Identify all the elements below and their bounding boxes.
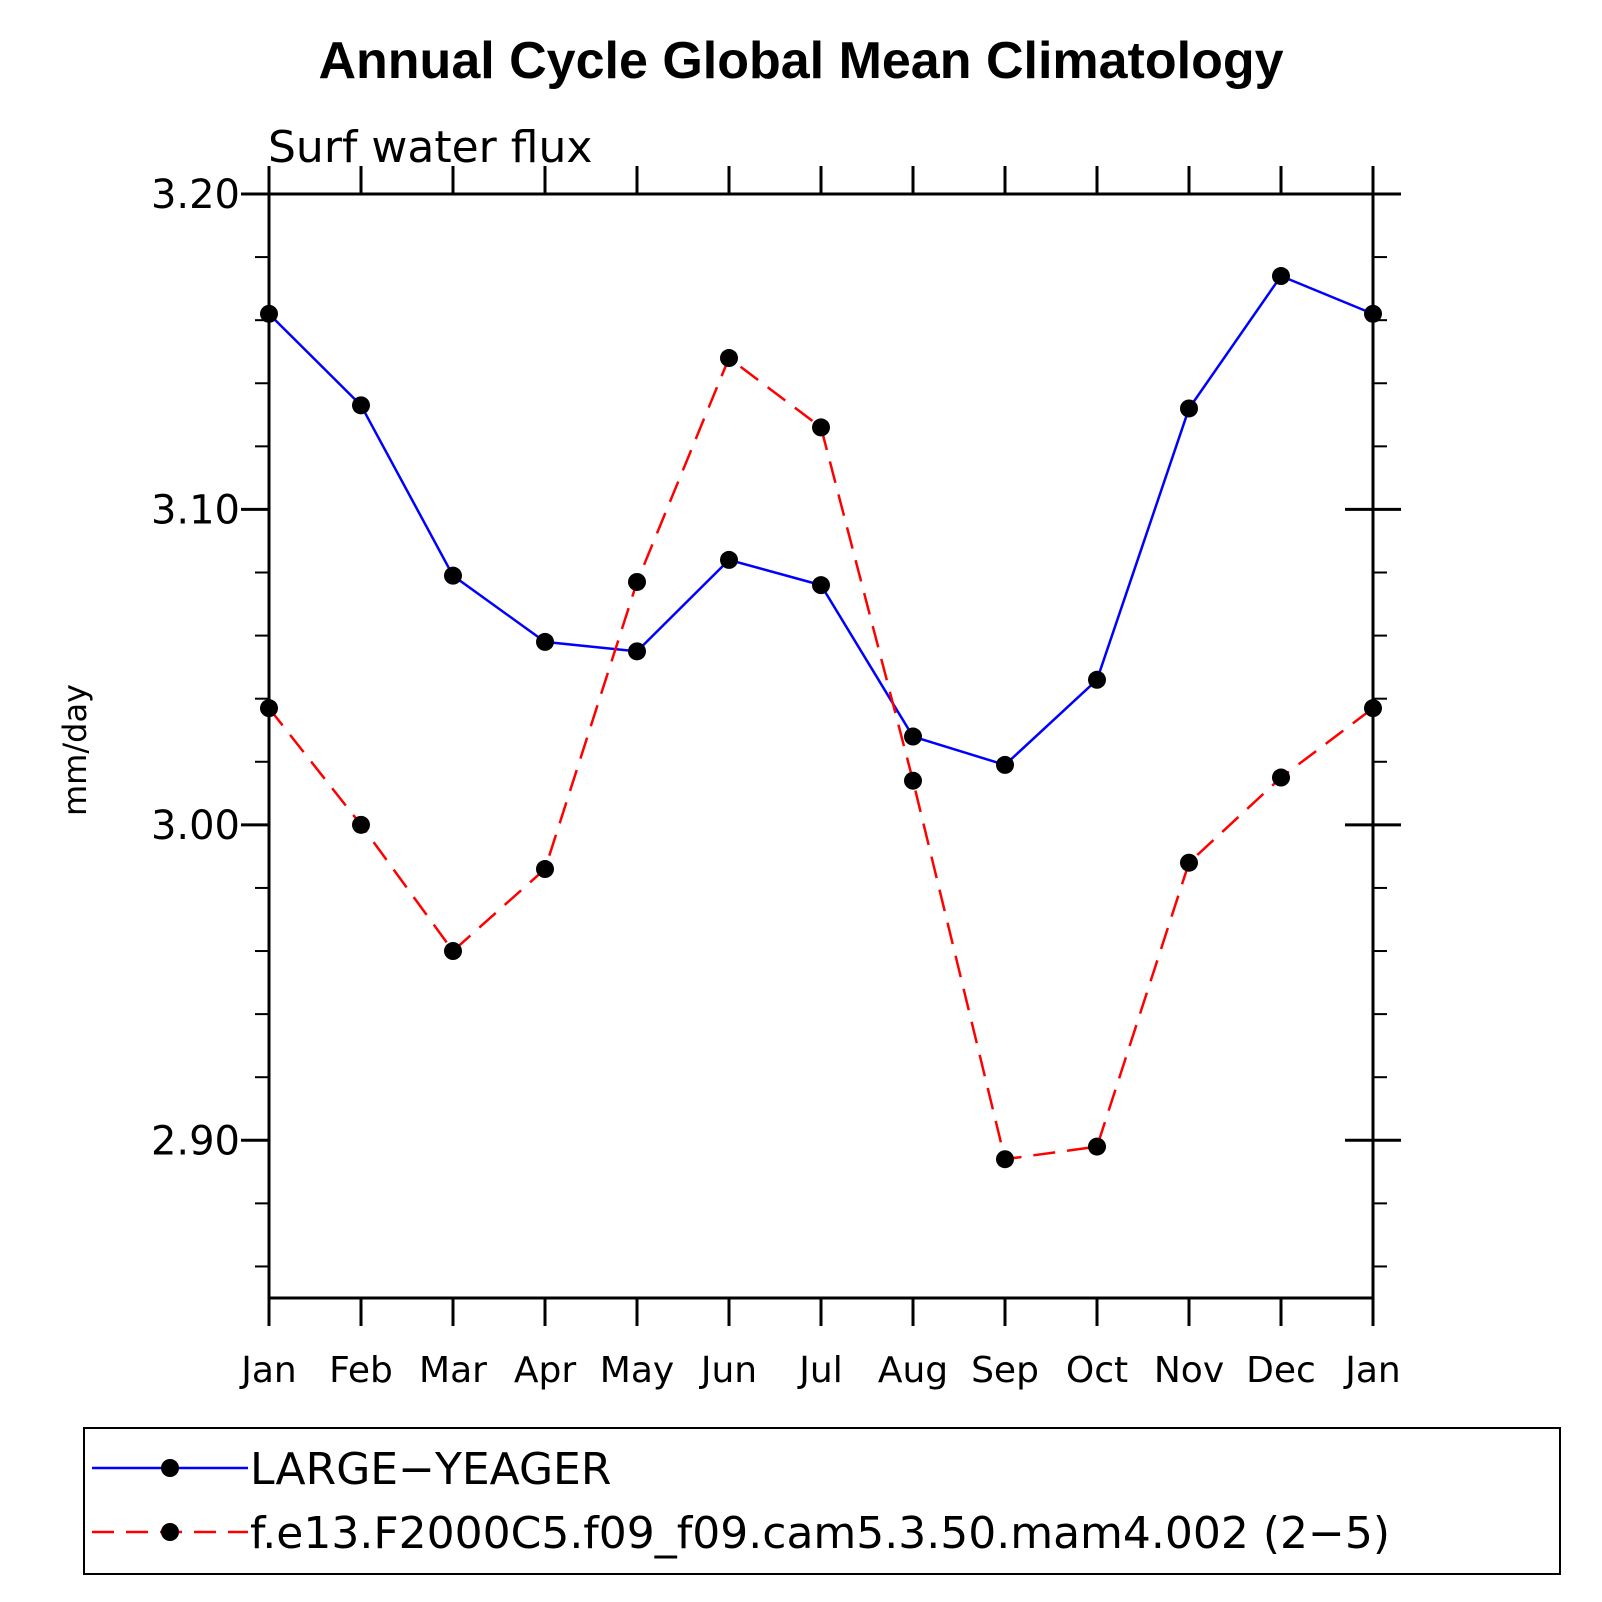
x-tick-labels: Jan Feb Mar Apr May Jun Jul Aug Sep Oct Nov Dec Jan: [239, 1350, 1401, 1391]
data-point-series-1: [352, 396, 370, 415]
x-tick-label: Apr: [514, 1350, 576, 1391]
legend-marker-1: [161, 1459, 179, 1477]
x-tick-label: Dec: [1246, 1350, 1316, 1391]
data-point-series-2: [812, 418, 830, 437]
x-tick-label: Mar: [419, 1350, 487, 1391]
legend-label-1: LARGE−YEAGER: [250, 1444, 611, 1495]
chart-title: Annual Cycle Global Mean Climatology: [318, 32, 1283, 90]
x-tick-label: Oct: [1066, 1350, 1128, 1391]
plot-frame: [267, 192, 1375, 1300]
data-point-series-2: [1180, 853, 1198, 872]
tick-marks: [241, 166, 1401, 1326]
x-tick-label: May: [600, 1350, 674, 1391]
data-point-series-2: [628, 572, 646, 591]
data-point-series-1: [1088, 670, 1106, 689]
data-point-series-1: [904, 727, 922, 746]
data-point-series-1: [1180, 399, 1198, 418]
data-point-series-2: [720, 349, 738, 368]
data-point-series-2: [444, 942, 462, 961]
data-point-series-2: [352, 815, 370, 834]
data-point-series-1: [720, 550, 738, 569]
data-point-series-1: [1364, 304, 1382, 323]
x-tick-label: Nov: [1154, 1350, 1224, 1391]
legend-marker-2: [161, 1523, 179, 1541]
x-tick-label: Jun: [699, 1350, 757, 1391]
chart-subtitle: Surf water flux: [268, 122, 592, 173]
x-tick-label: Jan: [1343, 1350, 1401, 1391]
data-point-series-1: [812, 576, 830, 595]
data-point-series-1: [996, 755, 1014, 774]
legend: LARGE−YEAGER f.e13.F2000C5.f09_f09.cam5.3…: [92, 1444, 1390, 1559]
data-point-series-1: [536, 632, 554, 651]
legend-label-2: f.e13.F2000C5.f09_f09.cam5.3.50.mam4.002…: [250, 1508, 1390, 1559]
data-point-series-2: [1364, 699, 1382, 718]
data-point-series-1: [628, 642, 646, 661]
x-tick-label: Jan: [239, 1350, 297, 1391]
data-point-series-2: [1272, 768, 1290, 787]
data-point-series-1: [1272, 267, 1290, 286]
y-tick-label: 3.20: [151, 172, 240, 218]
series-group: [260, 267, 1382, 1169]
y-tick-label: 3.10: [151, 487, 240, 533]
data-point-series-2: [536, 860, 554, 879]
series-line-1: [268, 274, 1374, 767]
data-point-series-2: [260, 699, 278, 718]
x-tick-label: Jul: [797, 1350, 842, 1391]
data-point-series-2: [1088, 1137, 1106, 1156]
x-tick-label: Sep: [971, 1350, 1039, 1391]
data-point-series-1: [260, 304, 278, 323]
y-tick-label: 3.00: [151, 803, 240, 849]
data-point-series-1: [444, 566, 462, 585]
data-point-series-2: [996, 1150, 1014, 1169]
y-tick-labels: 2.90 3.00 3.10 3.20: [151, 172, 240, 1164]
data-point-series-2: [904, 771, 922, 790]
legend-box: [83, 1427, 1561, 1575]
series-line-2: [268, 356, 1374, 1161]
x-tick-label: Aug: [878, 1350, 948, 1391]
x-tick-label: Feb: [329, 1350, 393, 1391]
y-tick-label: 2.90: [151, 1118, 240, 1164]
y-axis-label: mm/day: [56, 684, 94, 816]
